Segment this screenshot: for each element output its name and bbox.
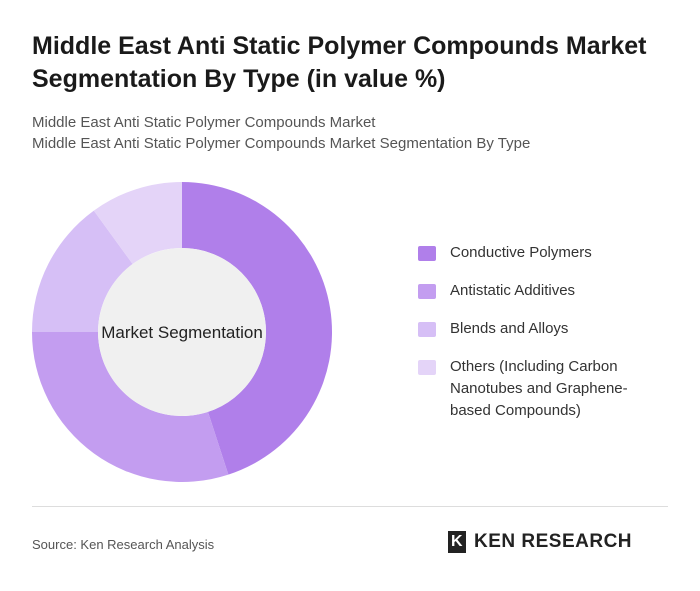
legend-label: Conductive Polymers [450, 244, 592, 261]
legend: Conductive Polymers Antistatic Additives B… [418, 242, 648, 438]
donut-slice [93, 182, 182, 265]
donut-center [98, 248, 266, 416]
subtitle: Middle East Anti Static Polymer Compound… [32, 114, 376, 131]
subtitle: Middle East Anti Static Polymer Compound… [32, 135, 531, 152]
legend-swatch [418, 246, 436, 261]
legend-item: Antistatic Additives [418, 280, 648, 302]
legend-swatch [418, 360, 436, 375]
legend-label: Blends and Alloys [450, 320, 569, 337]
legend-label: Antistatic Additives [450, 282, 576, 299]
logo: K KEN RESEARCH [448, 531, 632, 553]
logo-mark: K [448, 531, 466, 553]
legend-item: Blends and Alloys [418, 318, 648, 340]
legend-item: Others (Including Carbon Nanotubes and G… [418, 356, 648, 422]
donut-slice [32, 210, 133, 332]
center-label: Market Segmentation [101, 323, 263, 342]
donut-chart: Market Segmentation [32, 182, 332, 482]
title: Middle East Anti Static Polymer Compound… [32, 32, 647, 93]
legend-item: Conductive Polymers [418, 242, 648, 264]
legend-swatch [418, 284, 436, 299]
donut-slice [32, 332, 229, 482]
donut-slice [182, 182, 332, 475]
legend-label: Others (Including Carbon Nanotubes and G… [450, 358, 628, 419]
legend-swatch [418, 322, 436, 337]
source: Source: Ken Research Analysis [32, 537, 215, 552]
logo-text: KEN RESEARCH [474, 531, 633, 552]
divider [32, 506, 668, 507]
